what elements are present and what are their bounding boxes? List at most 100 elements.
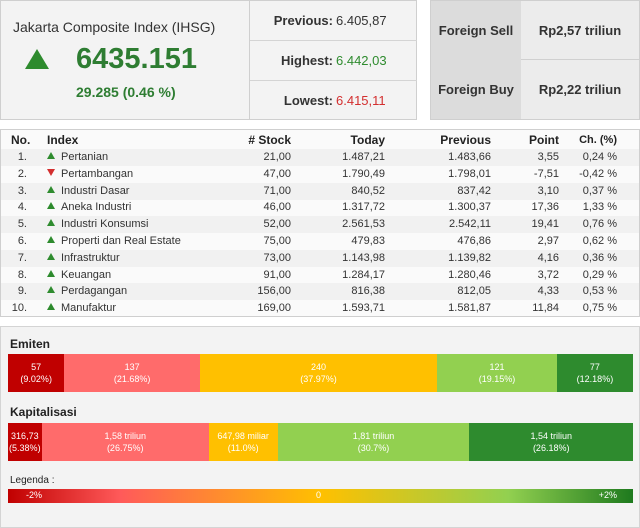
stat-value: 6.405,87 — [336, 13, 387, 28]
legend-min: -2% — [26, 490, 43, 500]
row-change: 0,24 % — [582, 151, 617, 163]
segment-value: 1,58 triliun — [104, 431, 146, 441]
kapitalisasi-title: Kapitalisasi — [10, 405, 77, 419]
row-no: 10. — [11, 302, 27, 315]
segment-value: 1,81 triliun — [352, 431, 395, 441]
row-stock: 156,00 — [257, 285, 291, 298]
legend-title: Legenda : — [10, 475, 55, 486]
row-change: 0,29 % — [582, 268, 617, 281]
row-no: 1. — [17, 151, 27, 163]
row-previous: 1.581,87 — [448, 302, 491, 315]
triangle-up-icon — [47, 303, 55, 311]
row-change: 0,76 % — [582, 218, 617, 231]
kapitalisasi-segment: 1,81 triliun (30.7%) — [277, 423, 470, 461]
emiten-title: Emiten — [10, 337, 51, 351]
foreign-sell-row: Foreign Sell Rp2,57 triliun — [431, 1, 639, 60]
segment-value: 316,73 — [11, 431, 39, 441]
triangle-up-icon — [47, 236, 55, 243]
index-value: 6435.151 — [76, 43, 197, 75]
triangle-up-icon — [47, 286, 55, 294]
segment-value: 137 — [124, 362, 140, 372]
triangle-up-icon — [47, 219, 55, 227]
row-change: -0,42 % — [579, 167, 617, 180]
row-index: Aneka Industri — [47, 201, 131, 213]
table-row: 6. Properti dan Real Estate 75,00 479,83 476… — [1, 233, 639, 250]
row-index-label: Pertanian — [61, 151, 109, 163]
row-index: Manufaktur — [47, 302, 116, 314]
row-previous: 1.300,37 — [448, 201, 491, 214]
row-point: 17,36 — [531, 201, 559, 214]
row-index-label: Industri Dasar — [61, 184, 130, 197]
kapitalisasi-segment: 1,58 triliun (26.75%) — [41, 423, 209, 461]
table-row: 4. Aneka Industri 46,00 1.317,72 1.300,37 17,… — [1, 199, 639, 216]
legend-max: +2% — [598, 490, 617, 500]
emiten-bar: 57 (9.02%) 137 (21.68%) 240 (37.97%) 121 (19.15… — [8, 354, 633, 392]
row-previous: 476,86 — [457, 235, 491, 247]
row-point: 4,33 — [537, 285, 559, 298]
segment-percent: (9.02%) — [20, 374, 52, 384]
row-index-label: Industri Konsumsi — [61, 218, 149, 231]
row-change: 1,33 % — [582, 201, 617, 214]
row-no: 4. — [17, 201, 27, 214]
row-index-label: Perdagangan — [61, 285, 128, 298]
legend-gradient: -2% 0 +2% — [8, 489, 633, 503]
row-previous: 1.139,82 — [448, 251, 491, 264]
segment-value: 57 — [31, 362, 42, 372]
segment-percent: (11.0%) — [227, 443, 259, 453]
row-stock: 21,00 — [263, 151, 291, 163]
row-today: 840,52 — [351, 184, 385, 197]
row-stock: 73,00 — [263, 251, 291, 264]
row-no: 6. — [17, 235, 27, 247]
row-today: 1.317,72 — [342, 201, 385, 214]
triangle-up-icon — [25, 49, 49, 69]
header-stock: # Stock — [248, 133, 291, 147]
index-panel: Jakarta Composite Index (IHSG) 6435.151 … — [0, 0, 250, 120]
table-header: No. Index # Stock Today Previous Point C… — [1, 131, 639, 149]
row-index: Perdagangan — [47, 285, 127, 297]
row-index: Infrastruktur — [47, 252, 120, 264]
foreign-flow-panel: Foreign Sell Rp2,57 triliun Foreign Buy … — [430, 0, 640, 120]
kapitalisasi-segment: 1,54 triliun (26.18%) — [469, 423, 634, 461]
stat-label: Highest: — [281, 53, 333, 68]
header-point: Point — [529, 133, 559, 147]
segment-value: 77 — [589, 362, 600, 372]
stat-lowest: Lowest: 6.415,11 — [250, 81, 417, 121]
segment-percent: (19.15%) — [478, 374, 516, 384]
emiten-segment: 137 (21.68%) — [64, 354, 200, 392]
index-change: 29.285 (0.46 %) — [76, 84, 176, 100]
stat-highest: Highest: 6.442,03 — [250, 41, 417, 81]
emiten-segment: 240 (37.97%) — [199, 354, 438, 392]
row-today: 1.487,21 — [342, 151, 385, 163]
row-index: Industri Konsumsi — [47, 218, 148, 230]
emiten-segment: 121 (19.15%) — [437, 354, 557, 392]
stat-label: Lowest: — [283, 93, 333, 108]
row-point: 19,41 — [531, 218, 559, 231]
triangle-up-icon — [47, 252, 55, 260]
row-today: 1.593,71 — [342, 302, 385, 315]
row-today: 1.284,17 — [342, 268, 385, 281]
table-row: 2. Pertambangan 47,00 1.790,49 1.798,01 -7,51… — [1, 166, 639, 183]
foreign-buy-value: Rp2,22 triliun — [538, 82, 622, 97]
table-row: 7. Infrastruktur 73,00 1.143,98 1.139,82 4,16… — [1, 249, 639, 267]
row-index: Keuangan — [47, 269, 111, 281]
row-no: 2. — [17, 167, 27, 180]
triangle-up-icon — [47, 185, 55, 193]
row-point: 4,16 — [537, 251, 559, 264]
row-today: 1.143,98 — [342, 251, 385, 264]
table-row: 8. Keuangan 91,00 1.284,17 1.280,46 3,72 0,29 … — [1, 267, 639, 284]
segment-percent: (5.38%) — [9, 443, 41, 453]
table-row: 5. Industri Konsumsi 52,00 2.561,53 2.542,11… — [1, 216, 639, 234]
row-change: 0,36 % — [582, 251, 617, 264]
sector-index-table: No. Index # Stock Today Previous Point C… — [0, 129, 640, 317]
segment-value: 121 — [489, 362, 505, 372]
foreign-sell-value: Rp2,57 triliun — [538, 23, 622, 38]
row-change: 0,37 % — [582, 184, 617, 197]
header-no: No. — [11, 133, 31, 147]
segment-percent: (30.7%) — [357, 443, 390, 453]
kapitalisasi-segment: 316,73 (5.38%) — [8, 423, 42, 461]
emiten-segment: 57 (9.02%) — [8, 354, 65, 392]
row-stock: 75,00 — [263, 235, 291, 247]
row-index: Pertanian — [47, 151, 108, 163]
stat-value: 6.415,11 — [336, 93, 386, 108]
segment-value: 1,54 triliun — [530, 431, 572, 441]
